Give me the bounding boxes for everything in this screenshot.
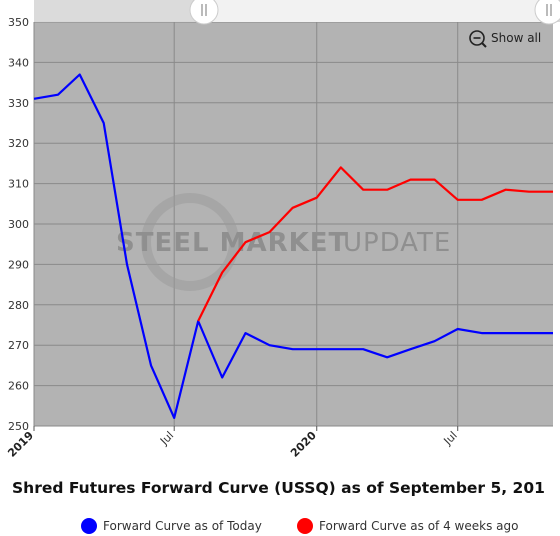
watermark-light-text: UPDATE bbox=[343, 228, 451, 258]
series-line-4-weeks-ago[interactable] bbox=[197, 166, 553, 322]
y-tick-label: 310 bbox=[8, 178, 29, 191]
y-tick-label: 280 bbox=[8, 299, 29, 312]
y-tick-label: 340 bbox=[8, 56, 29, 69]
navigator-selected[interactable] bbox=[204, 0, 549, 22]
series-line-today[interactable] bbox=[33, 73, 553, 419]
show-all-label: Show all bbox=[491, 31, 541, 45]
y-tick-label: 350 bbox=[8, 16, 29, 29]
x-tick-label: 2020 bbox=[288, 429, 319, 460]
y-tick-label: 260 bbox=[8, 380, 29, 393]
y-tick-label: 300 bbox=[8, 218, 29, 231]
watermark: STEEL MARKET UPDATE bbox=[116, 193, 451, 291]
legend: Forward Curve as of Today Forward Curve a… bbox=[81, 518, 518, 534]
zoom-out-icon bbox=[469, 30, 485, 46]
navigator-right-handle[interactable] bbox=[534, 0, 560, 25]
navigator-mask bbox=[34, 0, 204, 22]
y-tick-label: 270 bbox=[8, 339, 29, 352]
x-tick-label: 2019 bbox=[5, 429, 36, 460]
legend-item[interactable]: Forward Curve as of Today bbox=[81, 518, 262, 534]
range-navigator[interactable] bbox=[34, 0, 560, 25]
navigator-left-handle[interactable] bbox=[189, 0, 219, 25]
legend-label: Forward Curve as of Today bbox=[103, 519, 262, 533]
y-tick-label: 290 bbox=[8, 258, 29, 271]
show-all-button[interactable]: Show all bbox=[469, 30, 541, 48]
y-tick-label: 320 bbox=[8, 137, 29, 150]
zoom-out-icon-handle bbox=[481, 42, 487, 48]
legend-item[interactable]: Forward Curve as of 4 weeks ago bbox=[297, 518, 518, 534]
series-lines bbox=[33, 73, 553, 419]
watermark-bold-text: STEEL MARKET bbox=[116, 228, 347, 258]
legend-marker bbox=[297, 518, 313, 534]
x-tick-label: Jul bbox=[157, 429, 176, 448]
y-tick-label: 330 bbox=[8, 97, 29, 110]
y-tick-label: 250 bbox=[8, 420, 29, 433]
x-tick-label: Jul bbox=[441, 429, 460, 448]
legend-marker bbox=[81, 518, 97, 534]
watermark-ring-icon bbox=[141, 193, 239, 291]
legend-label: Forward Curve as of 4 weeks ago bbox=[319, 519, 518, 533]
chart-title: Shred Futures Forward Curve (USSQ) as of… bbox=[12, 479, 545, 497]
